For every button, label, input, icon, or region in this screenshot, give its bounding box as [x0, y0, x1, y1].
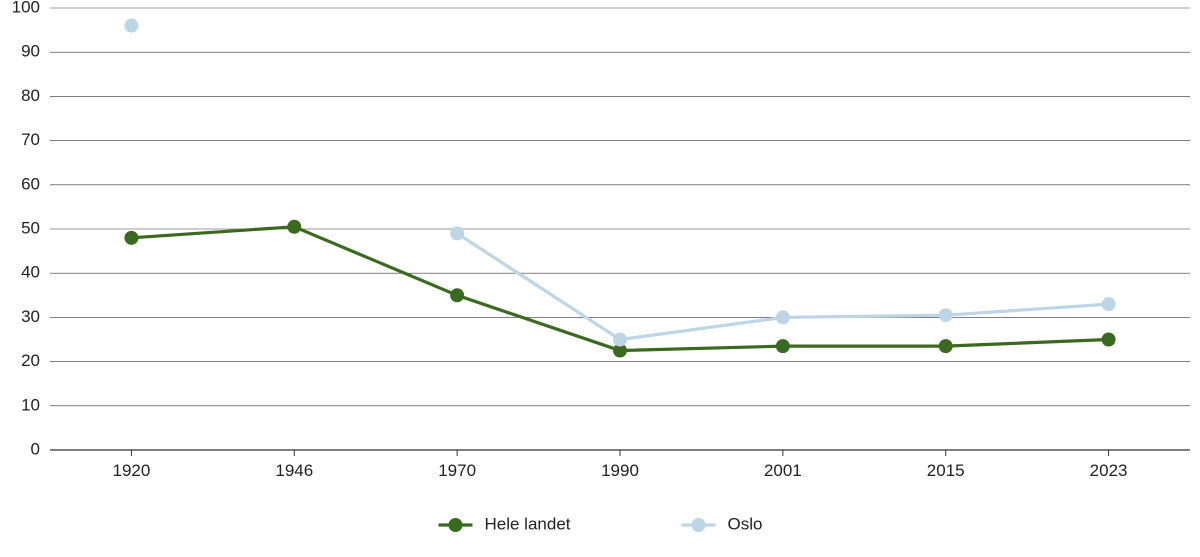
- chart-canvas: 0 10 20 30 40 50 60 70 80 90 100 1920 1946 1970 1990 20…: [0, 0, 1200, 557]
- legend-label-oslo: Oslo: [728, 514, 763, 533]
- y-tick-label: 80: [21, 86, 40, 105]
- line-chart: 0 10 20 30 40 50 60 70 80 90 100 1920 1946 1970 1990 20…: [0, 0, 1200, 557]
- y-tick-label: 90: [21, 42, 40, 61]
- series-marker-oslo: [614, 333, 627, 346]
- x-tick-label: 1920: [113, 461, 151, 480]
- y-tick-label: 30: [21, 307, 40, 326]
- legend-marker-oslo: [692, 519, 705, 532]
- series-marker-hele_landet: [125, 231, 138, 244]
- y-tick-label: 10: [21, 395, 40, 414]
- y-tick-label: 50: [21, 218, 40, 237]
- x-tick-label: 2001: [764, 461, 802, 480]
- series-marker-hele_landet: [288, 220, 301, 233]
- x-tick-label: 2023: [1090, 461, 1128, 480]
- series-marker-oslo: [939, 309, 952, 322]
- series-marker-hele_landet: [451, 289, 464, 302]
- legend-label-hele_landet: Hele landet: [485, 514, 571, 533]
- legend-marker-hele_landet: [449, 519, 462, 532]
- series-marker-hele_landet: [776, 340, 789, 353]
- x-tick-label: 1990: [601, 461, 639, 480]
- y-tick-label: 60: [21, 174, 40, 193]
- y-tick-label: 70: [21, 130, 40, 149]
- y-tick-label: 0: [31, 439, 40, 458]
- x-tick-label: 1970: [438, 461, 476, 480]
- series-marker-oslo: [451, 227, 464, 240]
- y-tick-label: 40: [21, 263, 40, 282]
- series-marker-oslo: [776, 311, 789, 324]
- y-tick-label: 100: [12, 0, 40, 16]
- series-marker-oslo: [1102, 298, 1115, 311]
- chart-background: [0, 0, 1200, 557]
- x-tick-label: 2015: [927, 461, 965, 480]
- series-marker-hele_landet: [939, 340, 952, 353]
- series-marker-hele_landet: [1102, 333, 1115, 346]
- x-tick-label: 1946: [275, 461, 313, 480]
- y-tick-label: 20: [21, 351, 40, 370]
- series-marker-oslo: [125, 19, 138, 32]
